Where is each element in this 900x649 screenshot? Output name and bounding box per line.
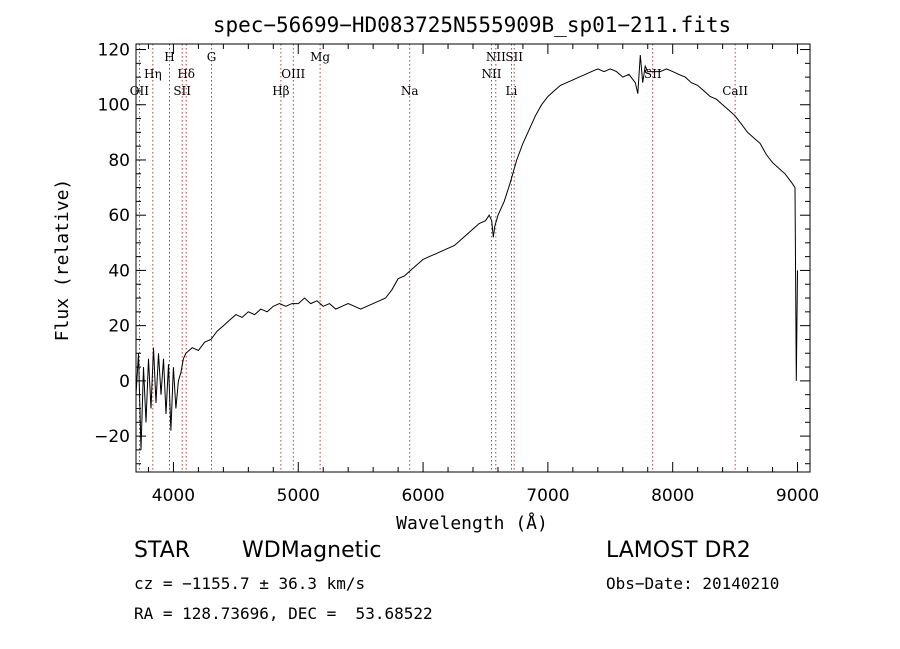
- line-label: SII: [505, 50, 523, 64]
- x-tick-label: 8000: [651, 486, 694, 506]
- line-label: CaII: [722, 84, 748, 98]
- line-label: H: [164, 50, 174, 64]
- spectrum-line: [135, 54, 798, 450]
- y-tick-label: 120: [98, 41, 130, 61]
- y-axis: −20 0 20 40 60 80 100 120: [94, 41, 810, 465]
- y-tick-label: 20: [108, 317, 130, 337]
- line-label: OIII: [281, 67, 305, 81]
- line-label: Hη: [144, 67, 162, 81]
- survey-name: LAMOST DR2: [606, 538, 751, 563]
- y-tick-label: 40: [108, 261, 130, 281]
- object-subclass: WDMagnetic: [242, 538, 382, 563]
- line-label: Na: [401, 84, 419, 98]
- line-label: SII: [644, 67, 662, 81]
- line-label: Li: [506, 84, 518, 98]
- line-label: NII: [481, 67, 501, 81]
- line-label: NII: [486, 50, 506, 64]
- chart-title: spec−56699−HD083725N555909B_sp01−211.fit…: [213, 13, 731, 37]
- x-tick-label: 7000: [526, 486, 569, 506]
- line-label: G: [207, 50, 217, 64]
- line-label: Hδ: [177, 67, 195, 81]
- redshift-velocity: cz = −1155.7 ± 36.3 km/s: [134, 574, 366, 593]
- y-tick-label: 100: [98, 96, 130, 116]
- y-axis-label: Flux (relative): [52, 179, 73, 342]
- x-tick-label: 9000: [776, 486, 819, 506]
- line-label: Hβ: [272, 84, 289, 98]
- observation-date: Obs−Date: 20140210: [606, 574, 780, 593]
- x-tick-label: 6000: [401, 486, 444, 506]
- y-tick-label: 0: [119, 372, 130, 392]
- line-label: Mg: [310, 50, 330, 64]
- line-label: SII: [173, 84, 191, 98]
- plot-frame: [135, 43, 811, 473]
- x-tick-label: 5000: [277, 486, 320, 506]
- coordinates: RA = 128.73696, DEC = 53.68522: [134, 604, 433, 623]
- x-axis: 4000 5000 6000 7000 8000 9000: [147, 44, 819, 506]
- object-class: STAR: [134, 538, 191, 563]
- x-axis-label: Wavelength (Å): [396, 512, 548, 534]
- emission-line-markers: [138, 44, 736, 472]
- y-tick-label: 60: [108, 206, 130, 226]
- y-tick-label: −20: [94, 427, 130, 447]
- y-tick-label: 80: [108, 151, 130, 171]
- x-tick-label: 4000: [152, 486, 195, 506]
